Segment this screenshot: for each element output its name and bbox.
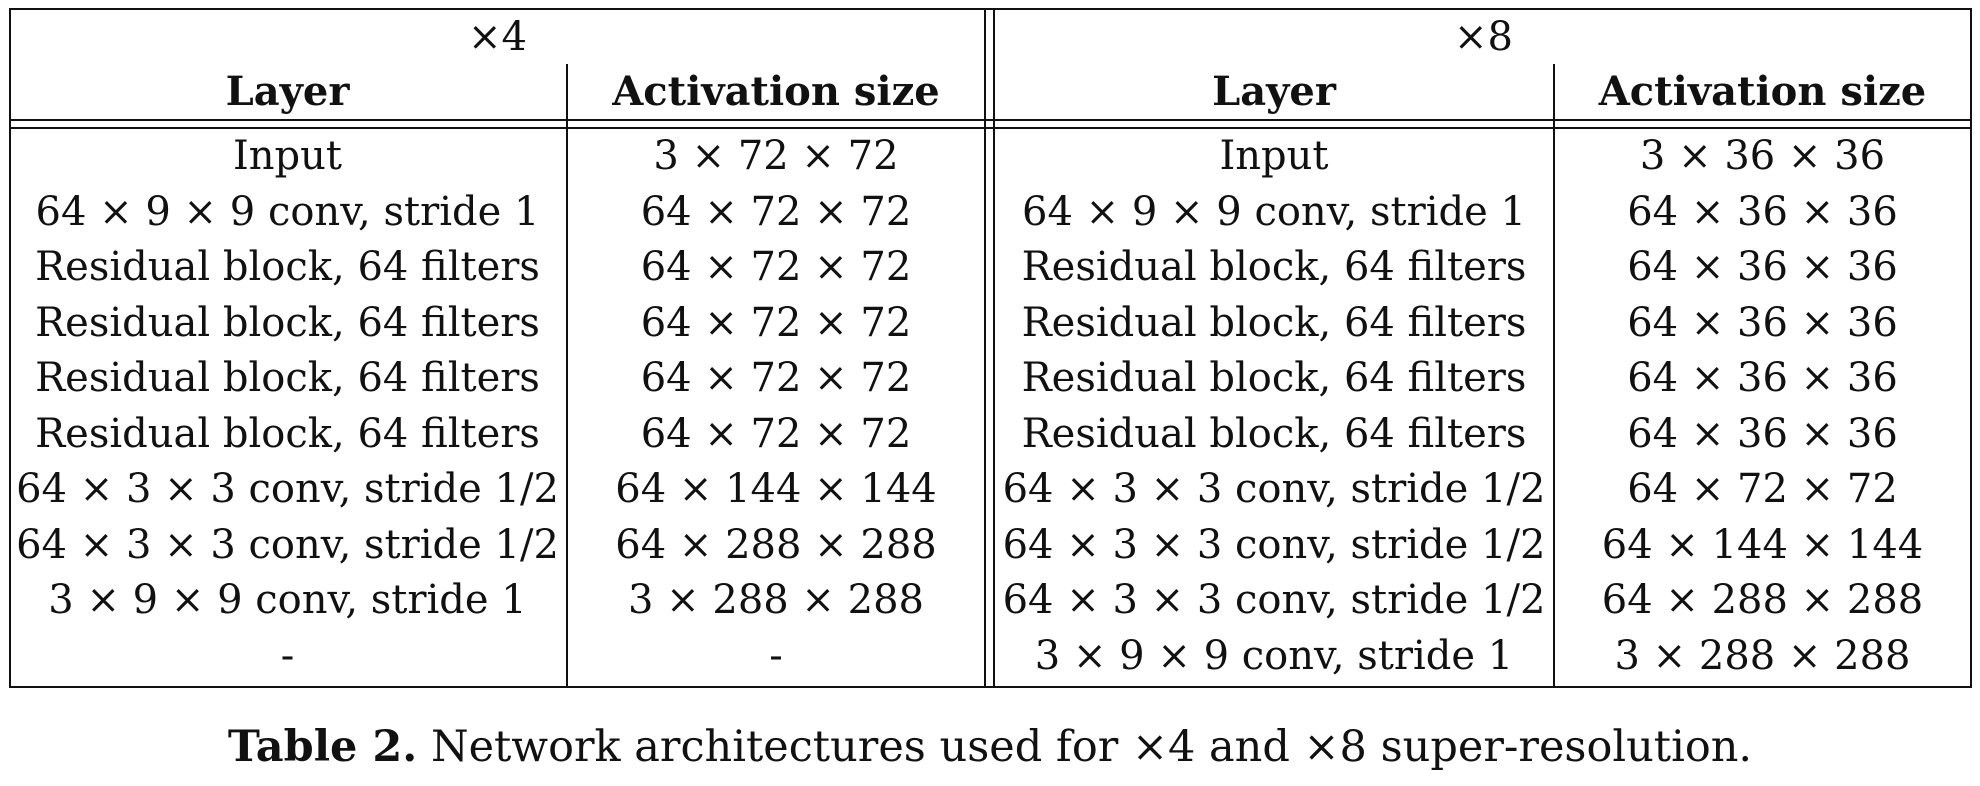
group-title-x8: ×8 xyxy=(1454,14,1513,60)
x8-activation-header: Activation size xyxy=(1598,68,1927,115)
table-right-border xyxy=(1970,8,1972,688)
x8-row-10-size: 3 × 288 × 288 xyxy=(1614,632,1911,679)
x8-row-3-layer: Residual block, 64 filters xyxy=(1021,244,1527,290)
x8-row-3-size: 64 × 36 × 36 xyxy=(1627,244,1898,290)
x8-row-1-size: 3 × 36 × 36 xyxy=(1639,133,1886,179)
group-divider-b xyxy=(993,8,995,688)
x8-layer-header: Layer xyxy=(1212,68,1336,115)
x8-row-8-layer: 64 × 3 × 3 conv, stride 1/2 xyxy=(1002,521,1546,568)
x8-column-divider xyxy=(1553,64,1555,688)
x4-row-8-size: 64 × 288 × 288 xyxy=(615,521,937,568)
x8-row-9-size: 64 × 288 × 288 xyxy=(1601,577,1924,623)
x4-row-3-size: 64 × 72 × 72 xyxy=(640,244,912,290)
x4-row-4-layer: Residual block, 64 filters xyxy=(35,299,540,346)
x4-column-divider xyxy=(566,64,568,688)
table-header-rule-a xyxy=(9,119,1972,121)
caption-text: Network architectures used for ×4 and ×8… xyxy=(417,722,1753,772)
x8-row-6-layer: Residual block, 64 filters xyxy=(1021,410,1527,457)
x8-row-7-layer: 64 × 3 × 3 conv, stride 1/2 xyxy=(1002,466,1546,512)
table-caption: Table 2. Network architectures used for … xyxy=(0,722,1980,772)
x8-row-8-size: 64 × 144 × 144 xyxy=(1601,521,1924,568)
x4-row-5-size: 64 × 72 × 72 xyxy=(640,355,912,401)
x8-row-2-size: 64 × 36 × 36 xyxy=(1627,188,1898,235)
x4-row-9-size: 3 × 288 × 288 xyxy=(627,577,925,623)
x4-row-3-layer: Residual block, 64 filters xyxy=(35,244,540,290)
x4-activation-header: Activation size xyxy=(612,68,940,115)
table-left-border xyxy=(9,8,11,688)
group-title-x4: ×4 xyxy=(468,14,527,60)
x4-row-10-size: - xyxy=(769,632,783,679)
x4-layer-header: Layer xyxy=(225,68,350,115)
x4-row-10-layer: - xyxy=(280,632,295,679)
x8-row-1-layer: Input xyxy=(1219,133,1329,179)
x8-row-10-layer: 3 × 9 × 9 conv, stride 1 xyxy=(1034,632,1514,679)
x4-row-6-layer: Residual block, 64 filters xyxy=(35,410,540,457)
x4-row-7-layer: 64 × 3 × 3 conv, stride 1/2 xyxy=(16,466,559,512)
table-header-rule-b xyxy=(9,127,1972,129)
x8-row-4-layer: Residual block, 64 filters xyxy=(1021,299,1527,346)
x8-row-9-layer: 64 × 3 × 3 conv, stride 1/2 xyxy=(1002,577,1546,623)
x8-row-6-size: 64 × 36 × 36 xyxy=(1627,410,1898,457)
x8-row-4-size: 64 × 36 × 36 xyxy=(1627,299,1898,346)
x4-row-9-layer: 3 × 9 × 9 conv, stride 1 xyxy=(48,577,527,623)
group-divider-a xyxy=(984,8,986,688)
x4-row-5-layer: Residual block, 64 filters xyxy=(35,355,540,401)
x8-row-2-layer: 64 × 9 × 9 conv, stride 1 xyxy=(1022,188,1526,235)
x4-row-1-size: 3 × 72 × 72 xyxy=(653,133,899,179)
table-bottom-rule xyxy=(9,686,1972,688)
x4-row-6-size: 64 × 72 × 72 xyxy=(640,410,912,457)
architecture-table: ×4 ×8 Layer Activation size Layer Activa… xyxy=(9,8,1972,688)
x8-row-5-layer: Residual block, 64 filters xyxy=(1021,355,1527,401)
table-top-rule xyxy=(9,8,1972,10)
x4-row-8-layer: 64 × 3 × 3 conv, stride 1/2 xyxy=(16,521,559,568)
x4-row-1-layer: Input xyxy=(232,133,342,179)
x4-row-2-size: 64 × 72 × 72 xyxy=(640,188,912,235)
x4-row-2-layer: 64 × 9 × 9 conv, stride 1 xyxy=(35,188,540,235)
caption-label: Table 2. xyxy=(227,722,418,772)
x8-row-5-size: 64 × 36 × 36 xyxy=(1627,355,1898,401)
x4-row-4-size: 64 × 72 × 72 xyxy=(640,299,912,346)
x4-row-7-size: 64 × 144 × 144 xyxy=(615,466,937,512)
x8-row-7-size: 64 × 72 × 72 xyxy=(1627,466,1898,512)
